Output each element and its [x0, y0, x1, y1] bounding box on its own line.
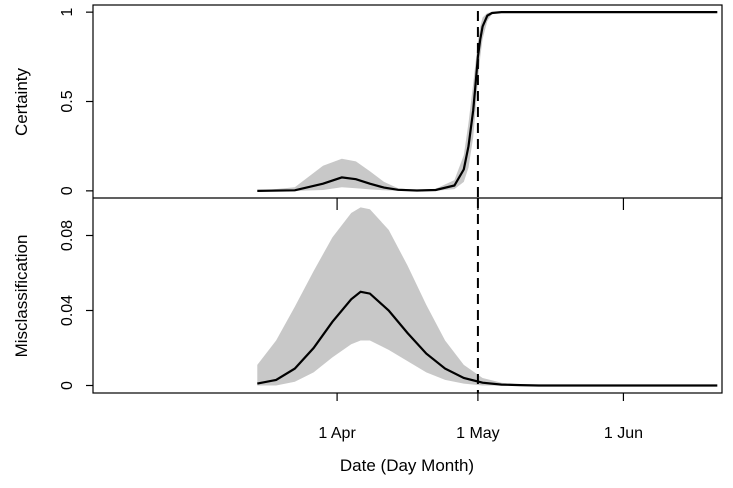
y-tick-label: 0 — [59, 381, 76, 390]
x-axis-title: Date (Day Month) — [340, 456, 474, 475]
misclassification-y-ticks: 0 0.04 0.08 — [59, 220, 93, 390]
certainty-y-ticks: 00.51 — [59, 8, 93, 195]
y-tick-label: 0.08 — [59, 220, 76, 251]
misclassification-y-label: Misclassification — [12, 235, 31, 358]
x-tick-label: 1 May — [456, 425, 500, 442]
certainty-y-label: Certainty — [12, 67, 31, 136]
x-tick-label: 1 Apr — [318, 425, 356, 442]
misclassification-band — [257, 207, 718, 386]
certainty-mean-line — [257, 11, 718, 192]
misclassification-mean-line — [257, 290, 718, 387]
y-tick-label: 0 — [59, 186, 76, 195]
certainty-band — [257, 12, 718, 191]
certainty-panel: 00.51 Certainty — [12, 8, 718, 198]
plot-frame — [92, 4, 723, 394]
x-tick-label: 1 Jun — [604, 425, 643, 442]
y-tick-label: 1 — [59, 8, 76, 17]
y-tick-label: 0.04 — [59, 295, 76, 326]
y-tick-label: 0.5 — [59, 90, 76, 112]
misclassification-panel: 0 0.04 0.08 Misclassification — [12, 198, 718, 393]
